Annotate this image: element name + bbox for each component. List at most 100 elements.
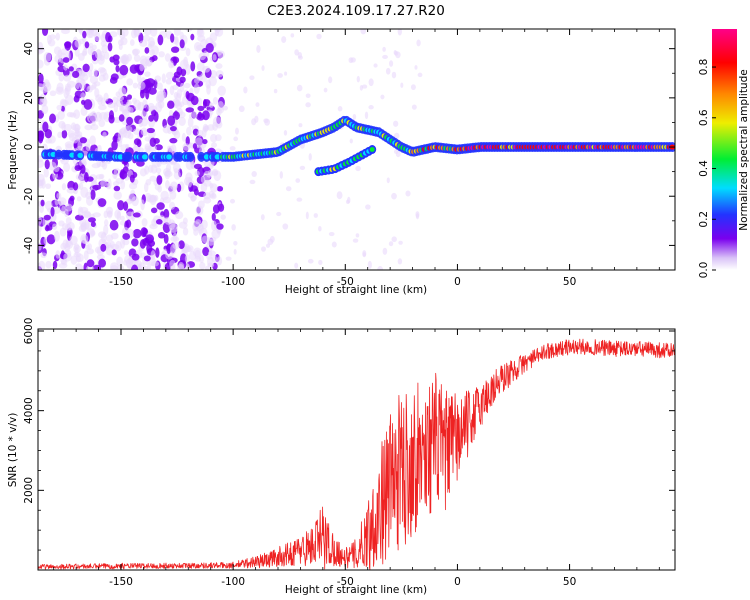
spectrogram-noise-cell <box>98 258 107 268</box>
spectrogram-noise-cell <box>352 238 359 243</box>
x-tick-label: -100 <box>221 276 245 288</box>
spectrogram-noise-cell <box>149 223 158 230</box>
spectrogram-noise-cell <box>92 212 101 218</box>
spectrogram-noise-cell <box>161 73 166 84</box>
spectrogram-noise-cell <box>249 179 256 185</box>
spectrogram-noise-cell <box>173 71 181 78</box>
spectrogram-noise-cell <box>112 181 120 187</box>
spectrogram-noise-cell <box>85 143 91 152</box>
spectrogram-noise-cell <box>207 169 214 176</box>
spectrogram-noise-cell <box>178 240 185 250</box>
spectrogram-noise-cell <box>43 167 49 178</box>
spectrogram-noise-cell <box>200 175 206 183</box>
spectrogram-noise-cell <box>100 243 107 252</box>
spectrogram-noise-cell <box>103 210 109 219</box>
spectrogram-noise-cell <box>38 73 44 84</box>
spectrogram-noise-cell <box>89 111 97 123</box>
spectrogram-noise-cell <box>389 60 394 67</box>
spectrogram-noise-cell <box>368 105 374 110</box>
spectrogram-noise-cell <box>126 53 133 62</box>
top-x-axis: -150 -100 -50 0 50 <box>53 29 660 288</box>
spectrogram-noise-cell <box>79 206 89 214</box>
spectrogram-ridge-cell <box>69 152 75 158</box>
spectrogram-noise-cell <box>61 29 70 35</box>
spectrogram-noise-cell <box>350 57 356 63</box>
spectrogram-ridge-cell <box>203 154 210 160</box>
spectrogram-noise-cell <box>85 191 92 200</box>
spectrogram-noise-cell <box>103 51 110 60</box>
spectrogram-noise-cell <box>182 143 191 151</box>
spectrogram-noise-cell <box>265 243 271 248</box>
spectrogram-noise-cell <box>261 246 266 252</box>
spectrogram-noise-cell <box>120 215 125 221</box>
spectrogram-noise-cell <box>45 260 52 269</box>
spectrogram-noise-cell <box>233 240 238 246</box>
spectrogram-noise-cell <box>84 124 93 131</box>
spectrogram-noise-cell <box>356 75 360 83</box>
spectrogram-noise-cell <box>169 259 176 270</box>
spectrogram-noise-cell <box>385 67 391 75</box>
spectrogram-noise-cell <box>197 105 205 112</box>
y-tick-label: 40 <box>23 42 35 55</box>
spectrogram-noise-cell <box>213 170 222 182</box>
spectrogram-noise-cell <box>284 71 288 76</box>
spectrogram-noise-cell <box>40 252 47 259</box>
spectrogram-noise-cell <box>199 262 206 270</box>
spectrogram-noise-cell <box>193 83 200 94</box>
spectrogram-noise-cell <box>155 247 160 258</box>
spectrogram-noise-cell <box>42 121 49 133</box>
spectrogram-noise-cell <box>103 219 109 227</box>
spectrogram-noise-cell <box>53 230 60 242</box>
spectrogram-noise-cell <box>49 113 56 124</box>
spectrogram-noise-cell <box>138 147 144 153</box>
spectrogram-noise-cell <box>393 120 399 127</box>
spectrogram-noise-cell <box>113 185 121 192</box>
spectrogram-noise-cell <box>276 211 282 217</box>
spectrogram-noise-cell <box>331 241 337 248</box>
spectrogram-noise-cell <box>60 242 67 250</box>
spectrogram-noise-cell <box>56 192 62 199</box>
spectrogram-noise-cell <box>391 71 397 79</box>
spectrogram-noise-cell <box>129 39 135 47</box>
spectrogram-noise-cell <box>100 40 107 47</box>
spectrogram-noise-cell <box>38 133 44 144</box>
spectrogram-noise-cell <box>194 77 200 85</box>
spectrogram-noise-cell <box>220 214 226 220</box>
spectrogram-noise-cell <box>382 247 388 255</box>
spectrogram-noise-cell <box>66 187 76 194</box>
spectrogram-noise-cell <box>410 84 416 91</box>
spectrogram-noise-cell <box>131 253 140 261</box>
top-y-axis: -40 -20 0 20 40 <box>23 42 675 271</box>
spectrogram-noise-cell <box>211 255 218 263</box>
spectrogram-noise-cell <box>113 190 122 200</box>
y-tick-label: -40 <box>23 237 35 254</box>
spectrogram-noise-cell <box>216 256 223 266</box>
colorbar-tick-label: 0.4 <box>698 160 710 177</box>
spectrogram-noise-cell <box>179 59 189 70</box>
spectrogram-noise-cell <box>125 105 131 114</box>
spectrogram-noise-cell <box>168 60 174 69</box>
spectrogram-noise-cell <box>58 200 65 206</box>
spectrogram-noise-cell <box>82 63 90 73</box>
spectrogram-noise-cell <box>110 262 119 270</box>
spectrogram-noise-cell <box>67 130 75 138</box>
spectrogram-noise-cell <box>283 130 288 136</box>
y-tick-label: 0 <box>23 144 35 151</box>
spectrogram-noise-cell <box>361 84 368 89</box>
spectrogram-noise-cell <box>90 123 99 131</box>
spectrogram-noise-cell <box>355 165 361 172</box>
spectrogram-noise-cell <box>124 125 133 134</box>
spectrogram-noise-cell <box>110 232 119 240</box>
spectrogram-noise-cell <box>56 104 63 111</box>
bottom-y-axis: 2000 4000 6000 <box>23 318 675 551</box>
spectrogram-noise-cell <box>168 219 176 230</box>
spectrogram-noise-cell <box>393 132 400 139</box>
spectrogram-noise-cell <box>106 182 111 190</box>
spectrogram-noise-cell <box>178 261 185 270</box>
spectrogram-noise-cell <box>388 241 394 247</box>
spectrogram-noise-cell <box>296 84 303 92</box>
spectrogram-noise-cell <box>261 65 265 71</box>
top-x-axis-label: Height of straight line (km) <box>285 284 427 296</box>
spectrogram-noise-cell <box>70 255 78 265</box>
